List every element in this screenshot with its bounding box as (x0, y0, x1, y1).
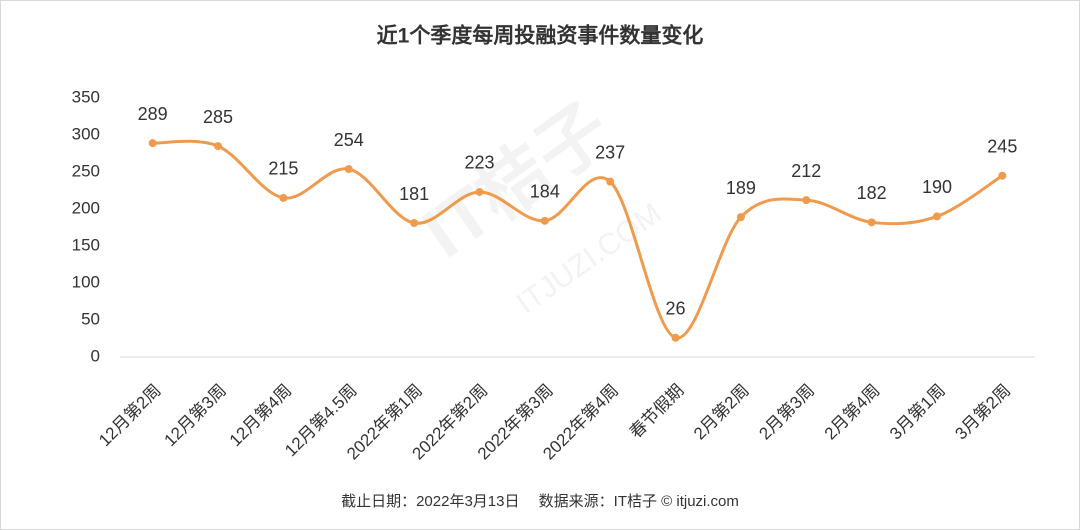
y-tick-label: 350 (72, 87, 100, 106)
data-label: 26 (666, 299, 686, 319)
data-label: 289 (138, 104, 168, 124)
data-label: 223 (464, 153, 494, 173)
point (998, 171, 1007, 180)
data-label: 189 (726, 178, 756, 198)
point (148, 139, 157, 148)
data-label: 190 (922, 177, 952, 197)
point (279, 193, 288, 202)
y-tick-label: 100 (72, 272, 100, 291)
y-tick-label: 0 (91, 346, 100, 365)
point (932, 212, 941, 221)
point (671, 333, 680, 342)
y-tick-label: 300 (72, 124, 100, 143)
point (475, 187, 484, 196)
source-note: 截止日期：2022年3月13日 数据来源：IT桔子 © itjuzi.com (341, 493, 739, 510)
y-tick-label: 150 (72, 235, 100, 254)
point (867, 218, 876, 227)
data-label: 245 (987, 136, 1017, 156)
point (344, 165, 353, 174)
point (606, 177, 615, 186)
y-tick-label: 200 (72, 198, 100, 217)
data-label: 215 (268, 159, 298, 179)
y-tick-label: 250 (72, 161, 100, 180)
data-label: 285 (203, 107, 233, 127)
data-label: 237 (595, 142, 625, 162)
point (410, 219, 419, 228)
point (214, 142, 223, 151)
data-label: 182 (857, 183, 887, 203)
point (540, 216, 549, 225)
data-label: 254 (334, 130, 364, 150)
data-label: 181 (399, 184, 429, 204)
y-tick-label: 50 (81, 309, 100, 328)
data-label: 212 (791, 161, 821, 181)
line (152, 139, 1004, 340)
chart-title: 近1个季度每周投融资事件数量变化 (377, 24, 704, 48)
point (736, 213, 745, 222)
point (802, 196, 811, 205)
data-label: 184 (530, 182, 560, 202)
